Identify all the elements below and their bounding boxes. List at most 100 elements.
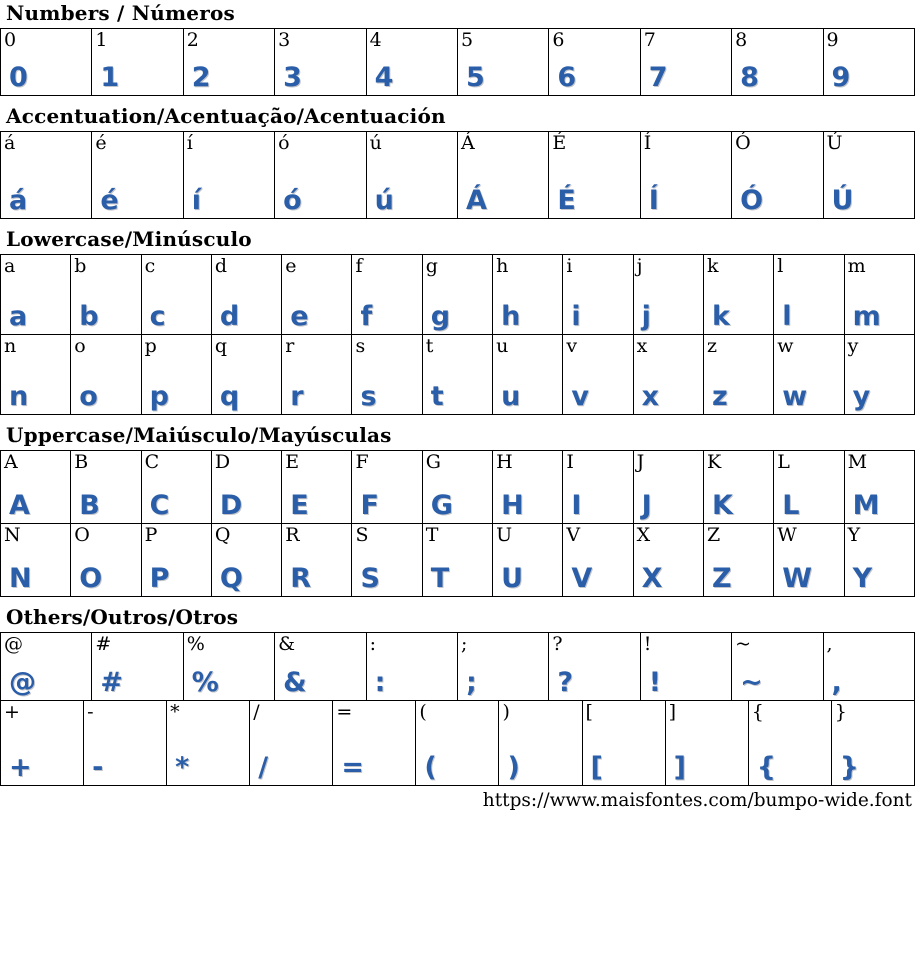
glyph-sample: 9 xyxy=(831,62,852,93)
glyph-sample: - xyxy=(92,752,105,783)
glyph-sample: C xyxy=(149,490,171,521)
glyph-cell: !! xyxy=(639,632,733,701)
glyph-sample: r xyxy=(290,381,305,412)
glyph-sample: g xyxy=(430,301,452,332)
glyph-sample: V xyxy=(571,563,594,594)
glyph-sample: S xyxy=(360,563,381,594)
character-label: Á xyxy=(460,132,475,154)
glyph-sample: z xyxy=(711,381,729,412)
glyph-sample: { xyxy=(756,752,777,783)
glyph-sample: e xyxy=(290,301,310,332)
glyph-sample: M xyxy=(852,490,881,521)
character-label: # xyxy=(95,633,112,655)
glyph-cell: ?? xyxy=(548,632,641,701)
section-uppercase: Uppercase/Maiúsculo/Mayúsculas A A B B C C D D E E… xyxy=(0,424,916,597)
glyph-sample: ! xyxy=(648,667,663,698)
glyph-sample: 6 xyxy=(557,62,578,93)
character-label: p xyxy=(144,335,157,357)
character-label: j xyxy=(636,255,643,277)
glyph-cell: + + xyxy=(0,700,85,786)
character-label: Ó xyxy=(735,132,751,154)
glyph-sample: G xyxy=(430,490,454,521)
character-label: - xyxy=(87,701,94,723)
glyph-sample: h xyxy=(501,301,522,332)
character-label: ] xyxy=(668,701,677,723)
character-label: Q xyxy=(214,524,231,546)
glyph-sample: i xyxy=(571,301,582,332)
glyph-cell: {{ xyxy=(747,700,832,786)
glyph-sample: ? xyxy=(557,667,575,698)
character-label: & xyxy=(278,633,296,655)
glyph-sample: á xyxy=(9,185,29,216)
glyph-sample: o xyxy=(79,381,99,412)
character-label: : xyxy=(369,633,376,655)
character-label: w xyxy=(777,335,794,357)
character-label: a xyxy=(4,255,16,277)
character-label: é xyxy=(95,132,107,154)
character-label: , xyxy=(826,633,833,655)
character-label: [ xyxy=(585,701,593,723)
glyph-sample: D xyxy=(219,490,244,521)
glyph-sample: A xyxy=(9,490,31,521)
character-label: P xyxy=(144,524,158,546)
character-label: O xyxy=(74,524,90,546)
character-label: 2 xyxy=(186,29,199,51)
character-label: o xyxy=(74,335,86,357)
glyph-cell: # # xyxy=(91,632,184,701)
character-label: D xyxy=(214,451,231,473)
character-label: } xyxy=(834,701,847,723)
glyph-cell: ;; xyxy=(456,632,550,701)
character-label: u xyxy=(496,335,509,357)
character-label: l xyxy=(777,255,784,277)
glyph-table-others-row0: @ @ # #%% & &::;;??!! ~ ~,, xyxy=(0,632,916,701)
character-label: d xyxy=(214,255,228,277)
character-label: + xyxy=(4,701,20,723)
character-label: N xyxy=(4,524,21,546)
section-title-uppercase: Uppercase/Maiúsculo/Mayúsculas xyxy=(6,423,392,447)
character-label: A xyxy=(4,451,18,473)
character-label: r xyxy=(285,335,295,357)
glyph-sample: x xyxy=(641,381,661,412)
section-title-others: Others/Outros/Otros xyxy=(6,605,239,629)
character-label: q xyxy=(214,335,228,357)
glyph-sample: s xyxy=(360,381,378,412)
glyph-sample: L xyxy=(782,490,801,521)
glyph-sample: 1 xyxy=(100,62,121,93)
glyph-sample: f xyxy=(360,301,374,332)
glyph-sample: & xyxy=(283,667,308,698)
character-label: = xyxy=(336,701,353,723)
